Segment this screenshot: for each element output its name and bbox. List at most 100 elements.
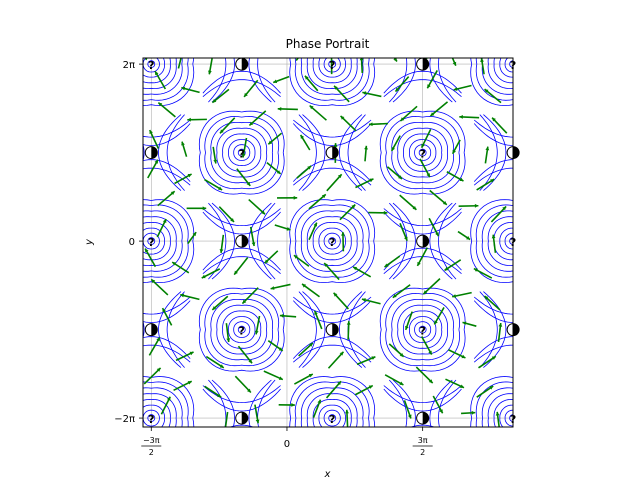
y-axis-label: y: [84, 238, 95, 246]
direction-arrow-head: [291, 403, 295, 407]
direction-arrow-shaft: [234, 375, 252, 394]
streamline: [143, 336, 191, 359]
direction-arrow-head: [473, 268, 478, 272]
direction-arrow-head: [162, 308, 166, 313]
streamline: [429, 379, 453, 427]
direction-arrow-head: [181, 141, 185, 146]
direction-arrow-head: [302, 283, 306, 288]
direction-arrow-head: [212, 306, 217, 310]
direction-arrow-head: [151, 279, 156, 284]
direction-arrow-shaft: [309, 104, 327, 121]
direction-arrow-head: [251, 242, 256, 246]
direction-arrow-shaft: [340, 115, 357, 132]
direction-arrow-head: [364, 145, 368, 150]
direction-arrow-head: [264, 259, 269, 264]
direction-arrow-head: [399, 352, 404, 357]
direction-arrow-head: [247, 388, 251, 393]
direction-arrow-head: [466, 236, 471, 240]
direction-arrow-head: [208, 70, 212, 75]
direction-arrow-head: [474, 203, 479, 208]
streamline: [306, 216, 358, 266]
direction-arrow-head: [192, 232, 197, 237]
direction-arrow-head: [309, 105, 314, 110]
direction-arrow-head: [393, 58, 397, 62]
direction-arrow-shaft: [150, 278, 169, 296]
direction-arrow-head: [371, 356, 376, 360]
x-tick-label: 3π: [418, 436, 428, 445]
direction-arrow-head: [461, 354, 466, 359]
chart-title: Phase Portrait: [286, 37, 370, 51]
x-tick-label: 2: [149, 448, 154, 457]
direction-arrow-head: [286, 227, 291, 231]
x-tick-label: −3π: [143, 436, 160, 445]
direction-arrow-head: [307, 165, 312, 170]
direction-arrow-head: [162, 219, 167, 224]
direction-arrow-head: [337, 381, 342, 386]
streamline: [233, 321, 251, 338]
direction-arrow-head: [308, 374, 313, 378]
streamline: [208, 202, 227, 280]
streamline: [504, 232, 513, 250]
direction-arrow-head: [361, 298, 366, 302]
center-point-marker: ?: [329, 59, 335, 72]
direction-arrow-head: [187, 117, 191, 122]
streamline: [202, 79, 281, 98]
streamline: [487, 393, 513, 427]
direction-arrow-head: [321, 194, 326, 199]
direction-arrow-head: [491, 234, 496, 239]
direction-arrow-head: [308, 343, 313, 347]
streamline: [143, 227, 166, 255]
direction-arrow-shaft: [236, 168, 251, 187]
streamline: [211, 58, 235, 103]
streamline: [143, 398, 171, 427]
direction-arrow-head: [428, 350, 432, 355]
streamline: [216, 304, 268, 355]
direction-arrow-head: [300, 134, 305, 139]
streamline: [210, 298, 274, 361]
streamline: [222, 310, 262, 349]
streamline: [323, 232, 341, 250]
streamline: [289, 199, 376, 284]
direction-arrow-head: [462, 321, 467, 326]
direction-arrow-head: [180, 293, 185, 298]
streamline: [229, 424, 255, 427]
streamline: [143, 58, 183, 95]
y-tick-label: 0: [129, 237, 135, 248]
direction-arrow-head: [384, 263, 389, 268]
direction-arrow-shaft: [237, 345, 253, 364]
streamline: [202, 247, 281, 271]
streamline: [143, 199, 195, 284]
direction-arrow-head: [219, 129, 224, 134]
saddle-point-fill: [151, 323, 158, 336]
direction-arrow-head: [202, 206, 207, 211]
streamline: [383, 388, 462, 412]
direction-arrow-head: [279, 313, 284, 318]
streamline: [414, 144, 432, 161]
streamline: [392, 379, 416, 427]
streamline: [143, 387, 183, 427]
direction-arrow-shaft: [248, 198, 266, 215]
streamline: [323, 409, 341, 427]
direction-arrow-shaft: [241, 287, 259, 305]
direction-arrow-head: [158, 102, 163, 107]
direction-arrow-head: [392, 293, 397, 298]
direction-arrow-head: [270, 286, 275, 290]
streamline: [147, 237, 156, 245]
streamline: [237, 325, 246, 334]
direction-arrow-head: [170, 191, 175, 195]
direction-arrow-head: [430, 112, 435, 116]
streamline: [293, 296, 372, 315]
streamline: [418, 148, 427, 157]
direction-arrow-head: [442, 201, 447, 205]
direction-arrow-shaft: [392, 284, 411, 299]
center-point-marker: ?: [239, 325, 245, 338]
streamline: [143, 123, 191, 146]
saddle-point-fill: [422, 58, 429, 71]
direction-arrow-head: [145, 248, 149, 253]
streamline: [147, 414, 156, 422]
direction-arrow-head: [313, 222, 318, 227]
streamline: [487, 58, 513, 89]
streamline: [294, 58, 370, 101]
direction-arrow-head: [234, 270, 238, 275]
direction-arrow-head: [242, 299, 247, 304]
